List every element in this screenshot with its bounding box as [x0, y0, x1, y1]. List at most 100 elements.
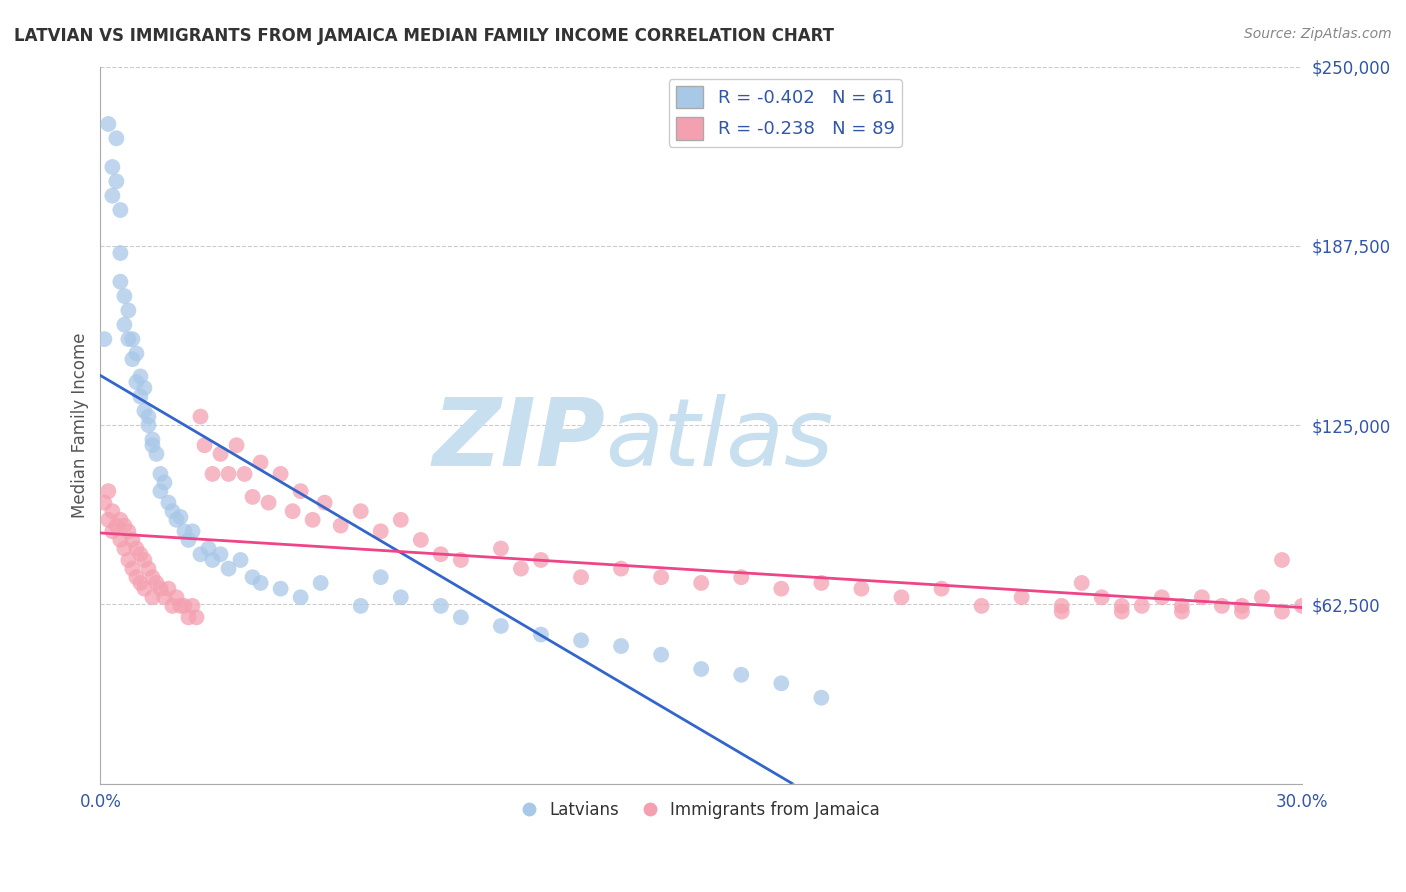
- Point: [162, 504, 184, 518]
- Point: [125, 346, 148, 360]
- Point: [281, 504, 304, 518]
- Point: [110, 513, 132, 527]
- Point: [1271, 553, 1294, 567]
- Point: [233, 467, 256, 481]
- Point: [314, 495, 336, 509]
- Point: [177, 610, 200, 624]
- Point: [450, 553, 472, 567]
- Point: [125, 570, 148, 584]
- Point: [181, 599, 204, 613]
- Point: [218, 467, 240, 481]
- Point: [569, 570, 592, 584]
- Point: [249, 576, 271, 591]
- Point: [1091, 591, 1114, 605]
- Point: [1011, 591, 1033, 605]
- Point: [225, 438, 247, 452]
- Point: [117, 332, 139, 346]
- Point: [389, 513, 412, 527]
- Point: [249, 455, 271, 469]
- Point: [166, 513, 188, 527]
- Point: [97, 484, 120, 499]
- Point: [450, 610, 472, 624]
- Point: [101, 188, 124, 202]
- Point: [301, 513, 323, 527]
- Point: [121, 352, 143, 367]
- Point: [270, 582, 292, 596]
- Point: [1070, 576, 1092, 591]
- Text: atlas: atlas: [605, 394, 834, 485]
- Text: LATVIAN VS IMMIGRANTS FROM JAMAICA MEDIAN FAMILY INCOME CORRELATION CHART: LATVIAN VS IMMIGRANTS FROM JAMAICA MEDIA…: [14, 27, 834, 45]
- Point: [134, 381, 156, 395]
- Point: [1291, 599, 1313, 613]
- Point: [1230, 605, 1253, 619]
- Point: [569, 633, 592, 648]
- Point: [810, 576, 832, 591]
- Point: [145, 447, 167, 461]
- Point: [650, 648, 672, 662]
- Point: [101, 160, 124, 174]
- Point: [101, 504, 124, 518]
- Point: [141, 438, 163, 452]
- Point: [690, 662, 713, 676]
- Point: [197, 541, 219, 556]
- Point: [186, 610, 208, 624]
- Point: [117, 524, 139, 539]
- Point: [1050, 599, 1073, 613]
- Point: [110, 246, 132, 260]
- Legend: Latvians, Immigrants from Jamaica: Latvians, Immigrants from Jamaica: [516, 794, 887, 826]
- Point: [510, 561, 533, 575]
- Point: [173, 599, 195, 613]
- Point: [193, 438, 215, 452]
- Point: [121, 332, 143, 346]
- Point: [93, 495, 115, 509]
- Point: [290, 484, 312, 499]
- Point: [257, 495, 280, 509]
- Point: [162, 599, 184, 613]
- Point: [530, 553, 553, 567]
- Point: [145, 576, 167, 591]
- Point: [610, 561, 633, 575]
- Point: [121, 533, 143, 547]
- Point: [1050, 605, 1073, 619]
- Point: [93, 332, 115, 346]
- Point: [1251, 591, 1274, 605]
- Point: [134, 582, 156, 596]
- Point: [110, 202, 132, 217]
- Point: [1150, 591, 1173, 605]
- Point: [125, 541, 148, 556]
- Point: [242, 570, 264, 584]
- Point: [209, 547, 232, 561]
- Point: [110, 275, 132, 289]
- Point: [1230, 599, 1253, 613]
- Point: [110, 533, 132, 547]
- Point: [190, 409, 212, 424]
- Point: [149, 484, 172, 499]
- Point: [121, 561, 143, 575]
- Point: [851, 582, 873, 596]
- Point: [112, 289, 135, 303]
- Point: [105, 174, 128, 188]
- Point: [201, 553, 224, 567]
- Point: [309, 576, 332, 591]
- Point: [177, 533, 200, 547]
- Point: [138, 418, 160, 433]
- Point: [610, 639, 633, 653]
- Y-axis label: Median Family Income: Median Family Income: [72, 333, 89, 518]
- Point: [125, 375, 148, 389]
- Point: [138, 409, 160, 424]
- Point: [101, 524, 124, 539]
- Point: [112, 541, 135, 556]
- Point: [350, 504, 373, 518]
- Point: [350, 599, 373, 613]
- Point: [169, 599, 191, 613]
- Point: [105, 131, 128, 145]
- Point: [134, 404, 156, 418]
- Point: [370, 570, 392, 584]
- Point: [153, 475, 176, 490]
- Point: [1130, 599, 1153, 613]
- Point: [650, 570, 672, 584]
- Point: [129, 389, 152, 403]
- Point: [149, 582, 172, 596]
- Point: [329, 518, 352, 533]
- Point: [112, 518, 135, 533]
